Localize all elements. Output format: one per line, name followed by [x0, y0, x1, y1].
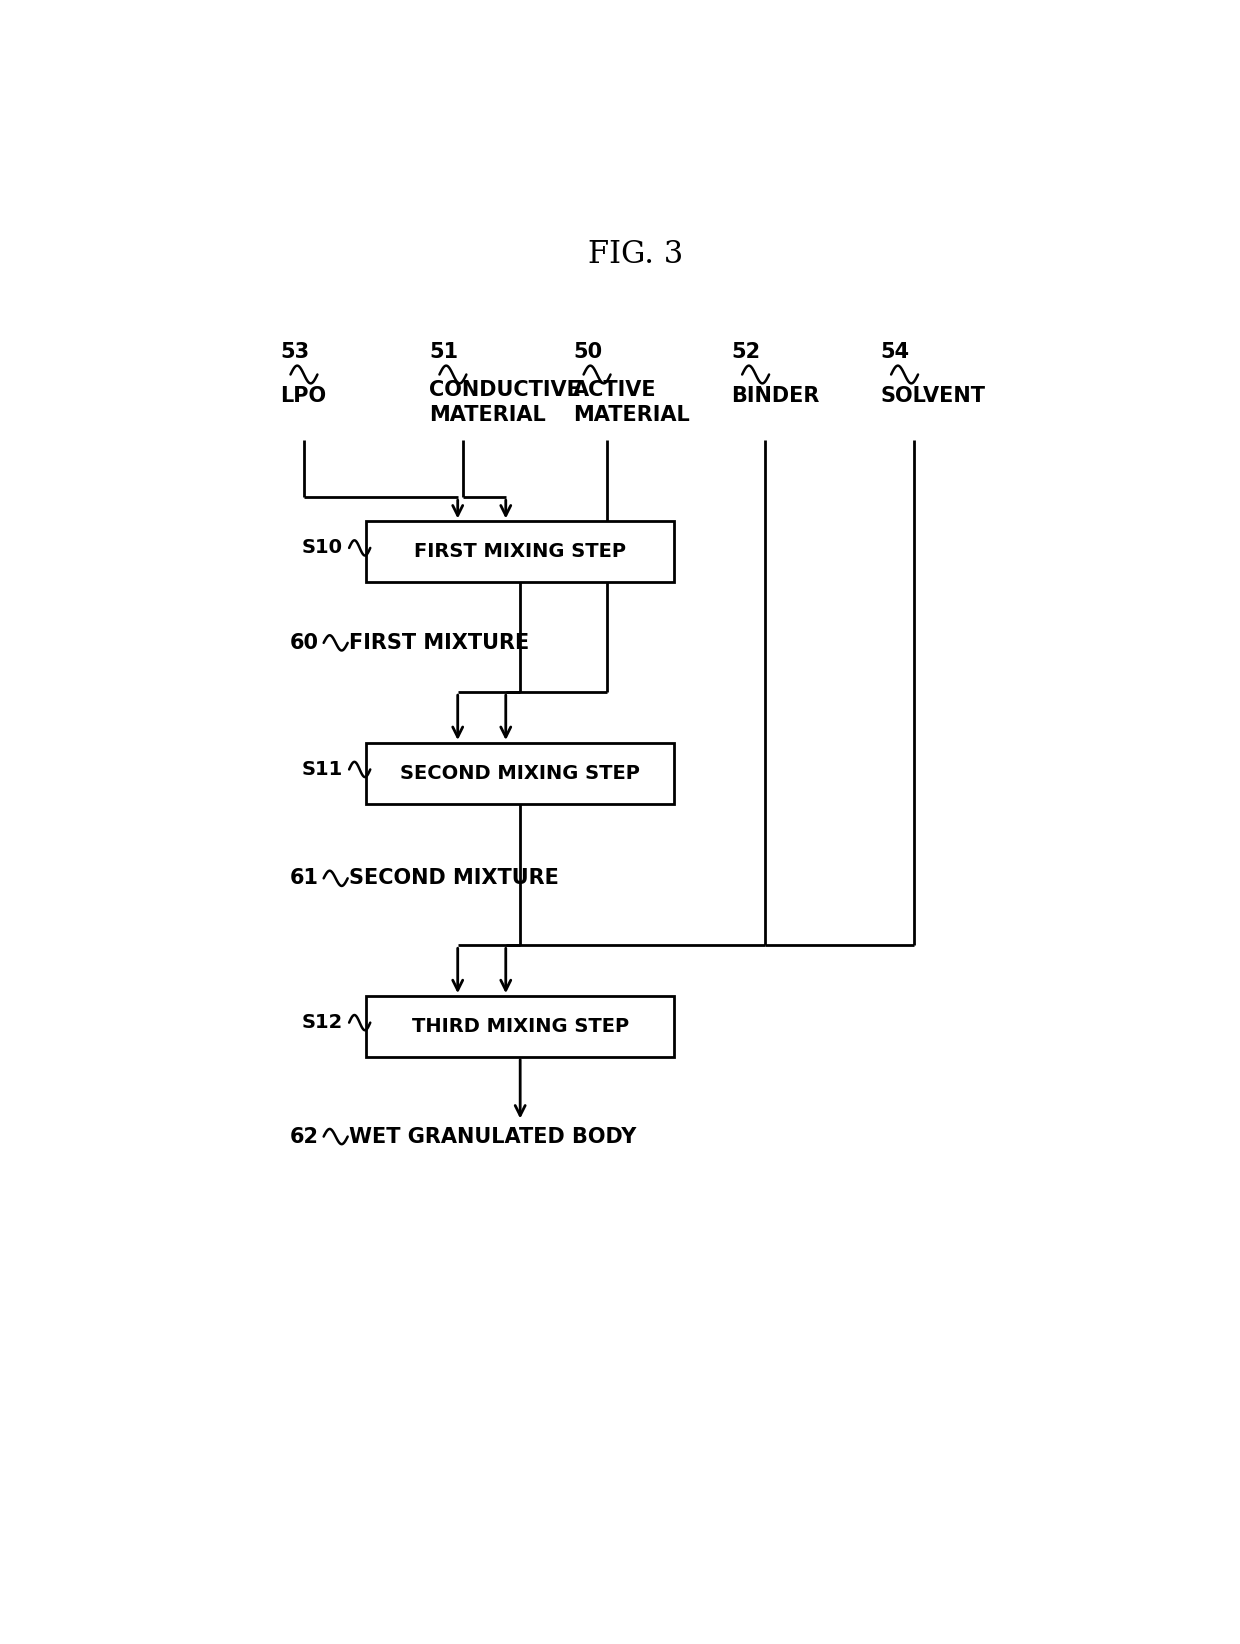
- Text: CONDUCTIVE: CONDUCTIVE: [429, 380, 580, 399]
- Text: 50: 50: [573, 342, 603, 362]
- Text: 61: 61: [289, 868, 319, 888]
- Text: WET GRANULATED BODY: WET GRANULATED BODY: [350, 1126, 636, 1146]
- FancyBboxPatch shape: [367, 521, 675, 582]
- FancyBboxPatch shape: [367, 996, 675, 1057]
- Text: 53: 53: [280, 342, 309, 362]
- Text: LPO: LPO: [280, 386, 326, 406]
- Text: SECOND MIXING STEP: SECOND MIXING STEP: [401, 764, 640, 783]
- Text: 60: 60: [289, 633, 319, 653]
- Text: 52: 52: [732, 342, 760, 362]
- Text: FIG. 3: FIG. 3: [588, 238, 683, 270]
- Text: 51: 51: [429, 342, 458, 362]
- Text: MATERIAL: MATERIAL: [429, 404, 546, 426]
- Text: S12: S12: [301, 1013, 342, 1032]
- Text: THIRD MIXING STEP: THIRD MIXING STEP: [412, 1018, 629, 1036]
- Text: SECOND MIXTURE: SECOND MIXTURE: [350, 868, 559, 888]
- Text: FIRST MIXING STEP: FIRST MIXING STEP: [414, 543, 626, 561]
- Text: 62: 62: [289, 1126, 319, 1146]
- Text: MATERIAL: MATERIAL: [573, 404, 689, 426]
- Text: S11: S11: [301, 760, 342, 779]
- Text: S10: S10: [301, 539, 342, 557]
- Text: 54: 54: [880, 342, 910, 362]
- Text: BINDER: BINDER: [732, 386, 820, 406]
- FancyBboxPatch shape: [367, 743, 675, 804]
- Text: FIRST MIXTURE: FIRST MIXTURE: [350, 633, 529, 653]
- Text: ACTIVE: ACTIVE: [573, 380, 657, 399]
- Text: SOLVENT: SOLVENT: [880, 386, 986, 406]
